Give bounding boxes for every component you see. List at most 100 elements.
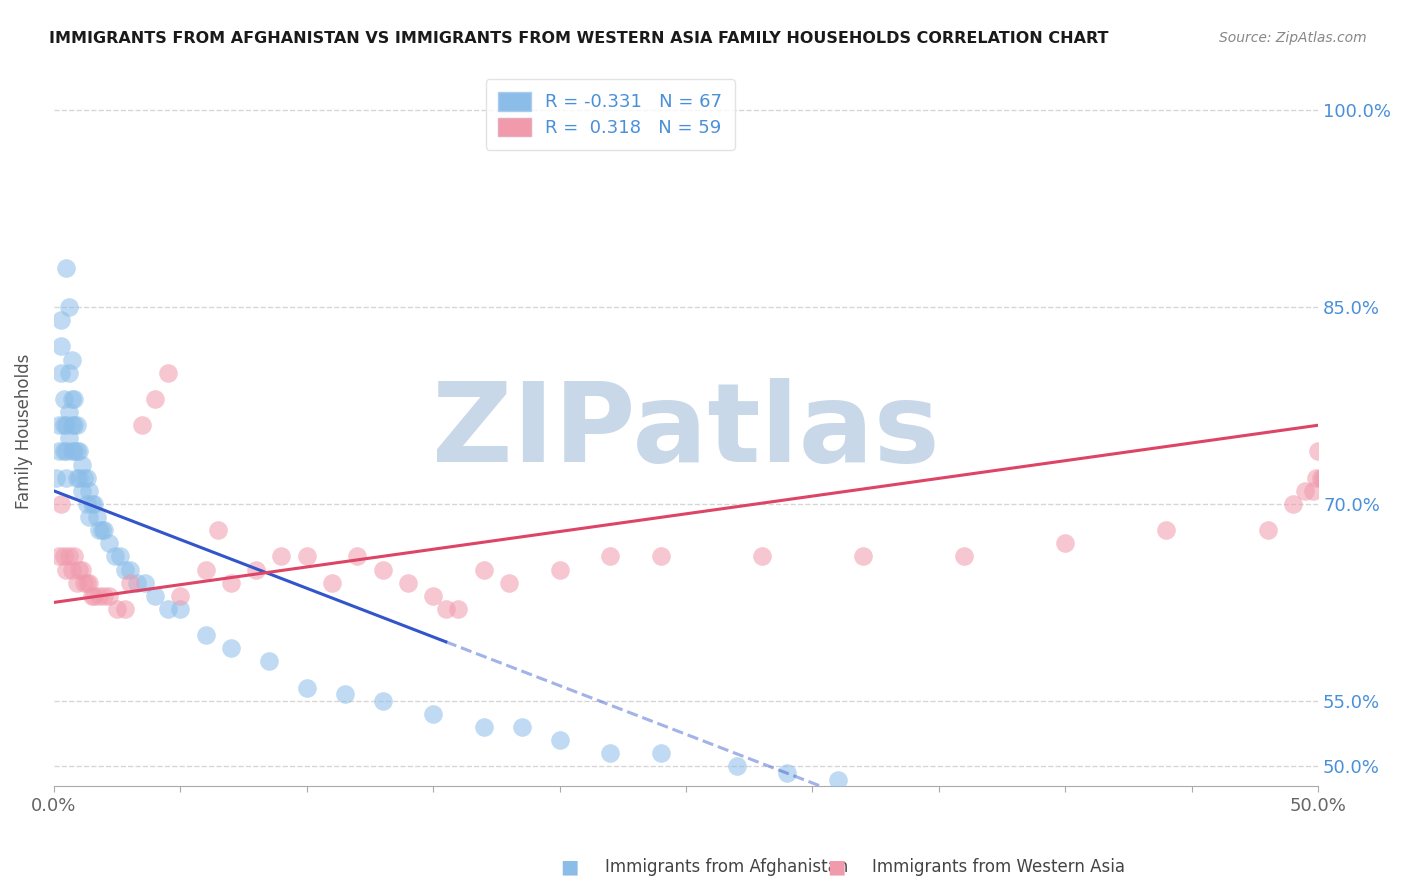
Point <box>48 444 70 458</box>
Point <box>48 549 70 564</box>
Point <box>52 549 75 564</box>
Point <box>70 483 93 498</box>
Point <box>498 575 520 590</box>
Point <box>118 563 141 577</box>
Point <box>194 563 217 577</box>
Point <box>70 458 93 472</box>
Point <box>114 563 136 577</box>
Point <box>45 471 67 485</box>
Point <box>93 589 115 603</box>
Point <box>58 431 80 445</box>
Point <box>321 575 343 590</box>
Point <box>207 523 229 537</box>
Point <box>89 589 111 603</box>
Point <box>1295 483 1317 498</box>
Point <box>1320 103 1343 118</box>
Point <box>295 549 318 564</box>
Point <box>55 563 77 577</box>
Point <box>1308 444 1330 458</box>
Point <box>599 747 621 761</box>
Point <box>725 759 748 773</box>
Point <box>422 706 444 721</box>
Point <box>434 602 457 616</box>
Point <box>89 523 111 537</box>
Point <box>63 549 86 564</box>
Point <box>58 405 80 419</box>
Point <box>371 563 394 577</box>
Point <box>60 352 83 367</box>
Point <box>48 418 70 433</box>
Point <box>1054 536 1077 550</box>
Point <box>333 687 356 701</box>
Point <box>55 444 77 458</box>
Point <box>60 563 83 577</box>
Point <box>51 339 73 353</box>
Text: Source: ZipAtlas.com: Source: ZipAtlas.com <box>1219 31 1367 45</box>
Point <box>751 549 773 564</box>
Point <box>51 497 73 511</box>
Point <box>58 549 80 564</box>
Point <box>510 720 533 734</box>
Point <box>98 536 121 550</box>
Point <box>548 563 571 577</box>
Point <box>73 471 96 485</box>
Point <box>1305 471 1327 485</box>
Text: Immigrants from Western Asia: Immigrants from Western Asia <box>872 858 1125 876</box>
Point <box>346 549 368 564</box>
Point <box>65 471 87 485</box>
Point <box>67 444 90 458</box>
Point <box>143 589 166 603</box>
Point <box>472 563 495 577</box>
Point <box>422 589 444 603</box>
Text: Immigrants from Afghanistan: Immigrants from Afghanistan <box>605 858 848 876</box>
Point <box>76 575 98 590</box>
Text: ZIPatlas: ZIPatlas <box>432 378 939 485</box>
Point <box>60 392 83 406</box>
Point <box>219 575 242 590</box>
Point <box>776 766 799 780</box>
Point <box>156 602 179 616</box>
Point <box>77 510 100 524</box>
Point <box>86 510 108 524</box>
Point <box>295 681 318 695</box>
Text: ■: ■ <box>560 857 579 877</box>
Point <box>156 366 179 380</box>
Point <box>143 392 166 406</box>
Point <box>1156 523 1178 537</box>
Point <box>67 471 90 485</box>
Point <box>70 563 93 577</box>
Point <box>134 575 156 590</box>
Point <box>169 602 191 616</box>
Point <box>548 733 571 747</box>
Point <box>245 563 267 577</box>
Point <box>371 694 394 708</box>
Point <box>257 655 280 669</box>
Point <box>80 589 103 603</box>
Point <box>58 300 80 314</box>
Point <box>472 720 495 734</box>
Point <box>108 549 131 564</box>
Point <box>103 549 125 564</box>
Point <box>194 628 217 642</box>
Point <box>93 523 115 537</box>
Point <box>90 523 112 537</box>
Point <box>65 444 87 458</box>
Legend: R = -0.331   N = 67, R =  0.318   N = 59: R = -0.331 N = 67, R = 0.318 N = 59 <box>485 79 735 150</box>
Point <box>270 549 292 564</box>
Point <box>60 418 83 433</box>
Point <box>1331 471 1354 485</box>
Y-axis label: Family Households: Family Households <box>15 354 32 509</box>
Point <box>73 575 96 590</box>
Point <box>65 575 87 590</box>
Point <box>83 589 105 603</box>
Point <box>599 549 621 564</box>
Point <box>51 366 73 380</box>
Point <box>80 497 103 511</box>
Point <box>852 549 875 564</box>
Point <box>52 392 75 406</box>
Point <box>396 575 419 590</box>
Point <box>63 418 86 433</box>
Point <box>52 418 75 433</box>
Point <box>1315 471 1337 485</box>
Point <box>105 602 128 616</box>
